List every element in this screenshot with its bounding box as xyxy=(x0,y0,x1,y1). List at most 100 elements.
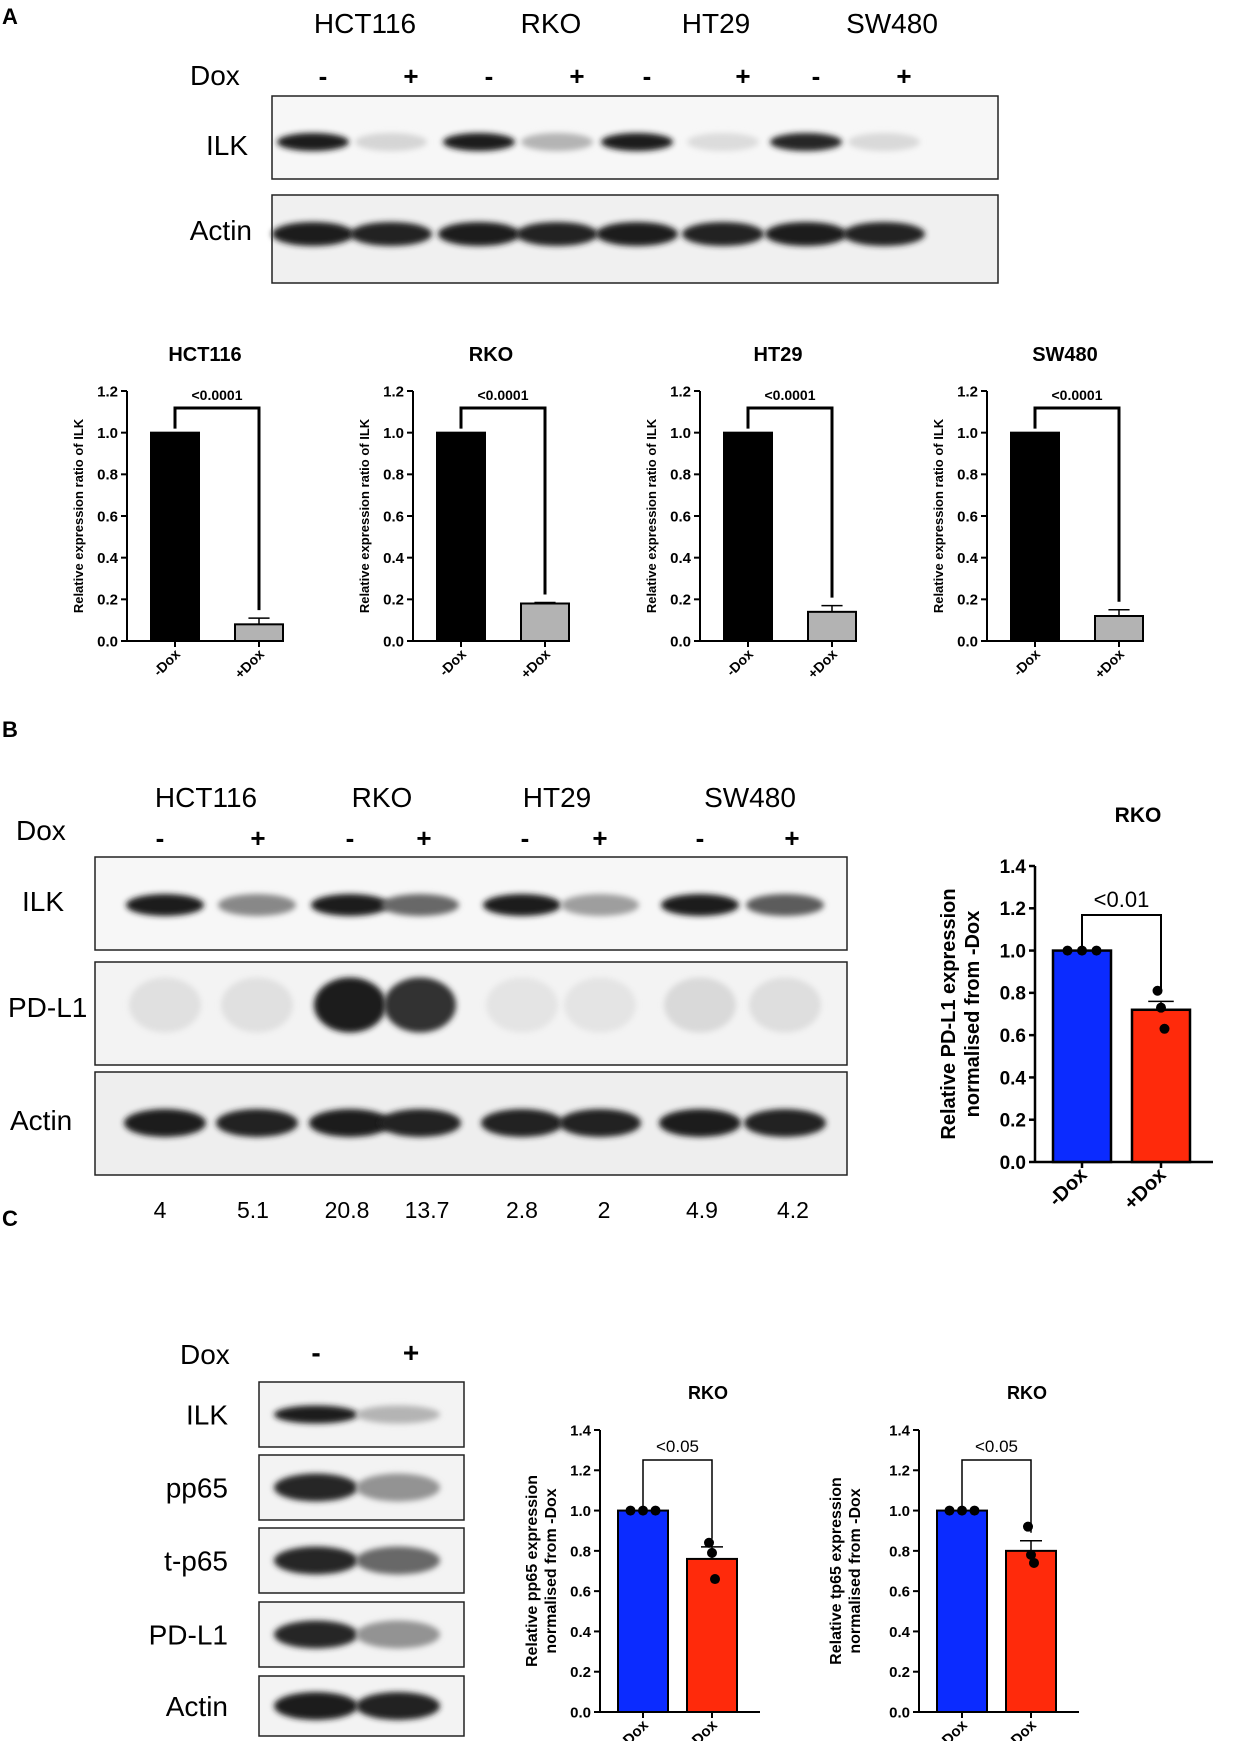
y-tick-label: 0.0 xyxy=(383,633,404,650)
treatment-sign: + xyxy=(592,823,607,853)
y-tick-label: 0.8 xyxy=(957,467,978,484)
treatment-labels: - + xyxy=(311,1337,419,1368)
blur6 xyxy=(129,977,201,1033)
cell-line-label: HT29 xyxy=(523,782,591,813)
quant-value: 2 xyxy=(598,1197,611,1223)
y-tick-label: 0.4 xyxy=(97,550,119,567)
cell-line-label: RKO xyxy=(521,8,582,39)
undefined xyxy=(559,1109,641,1137)
y-tick-label: 1.0 xyxy=(570,1503,591,1520)
y-tick-label: 1.0 xyxy=(1000,941,1026,962)
panel-a-chart-hct116: HCT116 Relative expression ratio of ILK 0.… xyxy=(71,344,284,682)
y-tick-label: 1.2 xyxy=(570,1463,591,1480)
undefined xyxy=(126,894,204,916)
undefined xyxy=(481,1109,563,1137)
y-tick-label: 0.8 xyxy=(670,467,691,484)
undefined xyxy=(744,1109,826,1137)
y-tick-label: 1.2 xyxy=(97,383,118,400)
blot-row-label: ILK xyxy=(206,130,248,161)
blur6 xyxy=(384,977,456,1033)
treatment-sign: + xyxy=(416,823,431,853)
blot-band xyxy=(274,1405,358,1424)
blot-quantification: 4 5.1 20.8 13.7 2.8 2 4.9 4.2 xyxy=(154,1197,809,1223)
panel-b-blot: HCT116 RKO HT29 SW480 Dox - + - + - + - + ILK P… xyxy=(8,782,848,1223)
panel-a-chart-rko: RKO Relative expression ratio of ILK 0.0 0.… xyxy=(357,344,570,682)
y-tick-label: 0.2 xyxy=(1000,1111,1026,1132)
undefined xyxy=(311,894,389,916)
data-point xyxy=(710,1574,720,1585)
data-point xyxy=(1091,945,1102,956)
y-axis-label: Relative expression ratio of ILK xyxy=(71,418,86,613)
panel-b-chart-rko: RKO Relative PD-L1 expression normalised f… xyxy=(938,804,1213,1215)
y-tick-label: 1.4 xyxy=(889,1422,911,1439)
treatment-sign: - xyxy=(812,61,821,91)
y-tick-label: 0.4 xyxy=(670,550,692,567)
y-tick-label: 0.4 xyxy=(570,1624,592,1641)
y-tick-label: 0.6 xyxy=(97,508,118,525)
undefined xyxy=(124,1109,206,1137)
y-tick-label: 0.6 xyxy=(670,508,691,525)
blot-row-label: pp65 xyxy=(166,1473,228,1504)
ilk-bands xyxy=(277,133,920,151)
blot-band xyxy=(356,1473,440,1502)
quant-value: 20.8 xyxy=(325,1197,370,1223)
significance-label: <0.01 xyxy=(1094,887,1150,912)
treatment-sign: - xyxy=(521,823,530,853)
data-point xyxy=(704,1537,714,1548)
undefined xyxy=(355,133,427,151)
significance-label: <0.05 xyxy=(656,1437,699,1456)
undefined xyxy=(350,222,432,246)
x-tick-label: -Dox xyxy=(1010,646,1043,679)
chart-title: RKO xyxy=(688,1383,728,1403)
quant-value: 4.2 xyxy=(777,1197,809,1223)
undefined xyxy=(770,133,842,151)
blur6 xyxy=(749,977,821,1033)
undefined xyxy=(843,222,925,246)
undefined xyxy=(516,222,598,246)
y-tick-label: 1.2 xyxy=(383,383,404,400)
y-tick-label: 0.8 xyxy=(570,1543,591,1560)
undefined xyxy=(661,894,739,916)
y-tick-label: 0.0 xyxy=(97,633,118,650)
significance-label: <0.0001 xyxy=(1052,387,1103,403)
treatment-sign: + xyxy=(250,823,265,853)
quant-value: 13.7 xyxy=(405,1197,450,1223)
panel-a-blot: HCT116 RKO HT29 SW480 Dox - + - + - + - + ILK A… xyxy=(190,8,999,284)
bar xyxy=(807,610,857,642)
blot-row-label: ILK xyxy=(186,1400,228,1431)
treatment-sign: + xyxy=(403,1337,419,1368)
x-tick-label: +Dox xyxy=(804,646,840,682)
undefined xyxy=(596,222,678,246)
undefined xyxy=(277,133,349,151)
bar xyxy=(1051,949,1113,1164)
undefined xyxy=(601,133,673,151)
undefined xyxy=(438,222,520,246)
significance-bracket xyxy=(961,1459,1032,1533)
undefined xyxy=(765,222,847,246)
y-tick-label: 0.2 xyxy=(570,1664,591,1681)
x-tick-label: -Dox xyxy=(150,646,183,679)
cell-line-label: HT29 xyxy=(682,8,750,39)
y-tick-label: 0.0 xyxy=(1000,1153,1026,1174)
bar xyxy=(1005,1549,1057,1714)
blot-row-label: Actin xyxy=(10,1105,72,1136)
data-point xyxy=(707,1547,717,1558)
data-point xyxy=(1077,945,1087,956)
blot-row-label: PD-L1 xyxy=(149,1620,228,1651)
blot-row-label: t-p65 xyxy=(164,1546,228,1577)
bar xyxy=(520,602,570,642)
y-tick-label: 1.0 xyxy=(383,425,404,442)
undefined xyxy=(443,133,515,151)
data-point xyxy=(638,1505,648,1516)
y-tick-label: 0.8 xyxy=(889,1543,910,1560)
undefined xyxy=(687,133,759,151)
treatment-labels: - + - + - + - + xyxy=(156,823,800,853)
y-axis-label: normalised from -Dox xyxy=(847,1488,864,1653)
blot-band xyxy=(274,1546,358,1575)
y-axis-label: Relative tp65 expression xyxy=(828,1477,845,1665)
y-tick-label: 0.4 xyxy=(383,550,405,567)
treatment-sign: + xyxy=(403,61,418,91)
chart-title: SW480 xyxy=(1032,344,1098,366)
actin-bands xyxy=(272,222,925,246)
